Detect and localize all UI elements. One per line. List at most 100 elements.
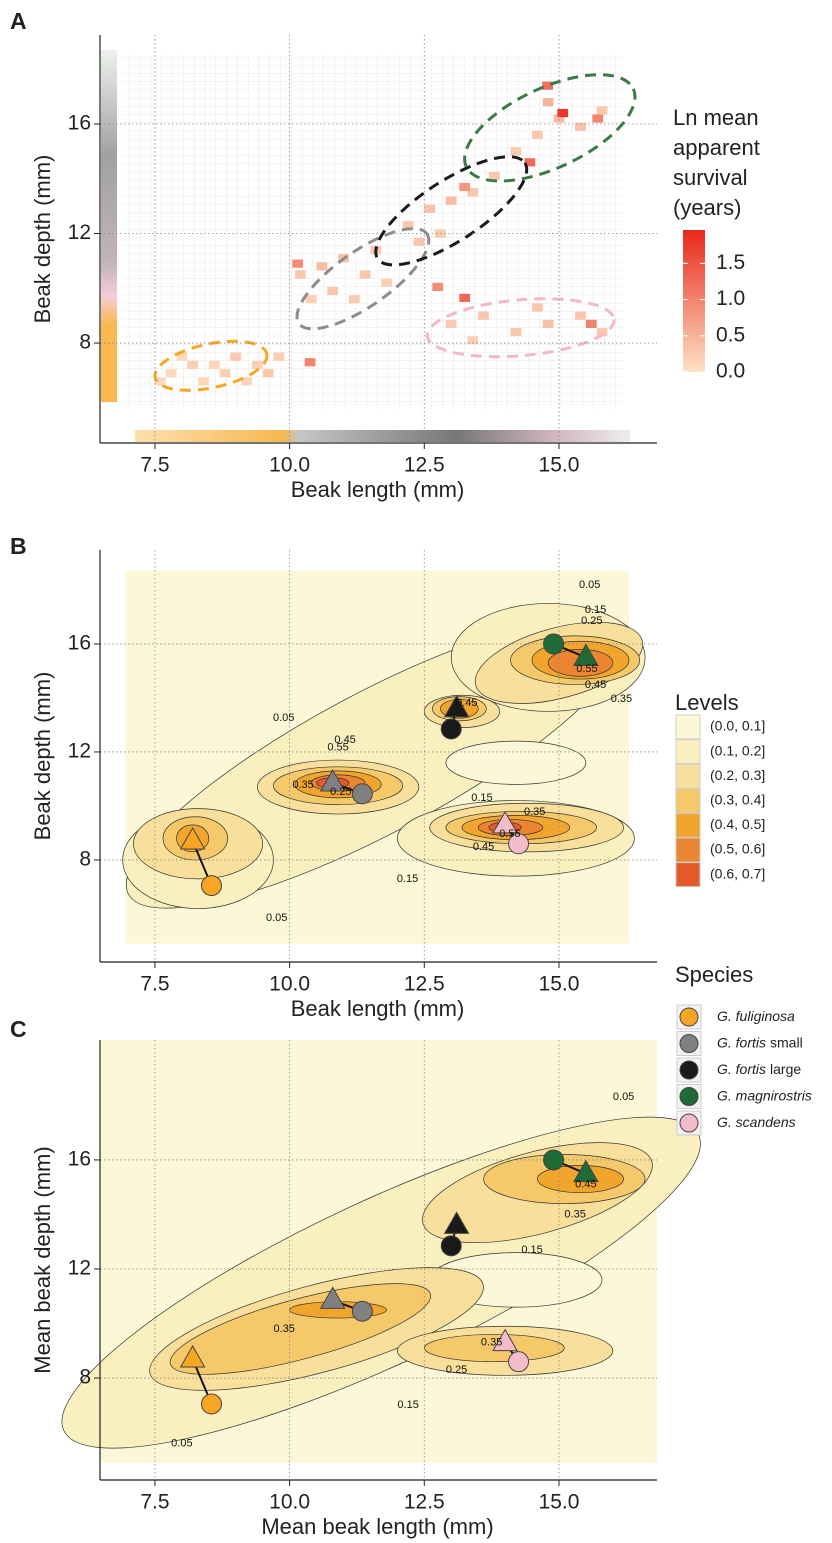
heat-cell <box>524 158 536 167</box>
legend-swatch <box>675 739 701 765</box>
y-tick-label: 16 <box>68 112 91 135</box>
x-axis-title: Beak length (mm) <box>291 477 465 502</box>
heat-cell <box>488 171 500 181</box>
heat-cell <box>305 295 317 304</box>
density-region <box>445 740 587 785</box>
legend-title: Levels <box>675 690 739 715</box>
species-qualifier: large <box>770 1061 801 1077</box>
y-tick-label: 8 <box>79 331 91 354</box>
circle-mean <box>543 633 565 655</box>
heat-cell <box>154 377 166 386</box>
heat-cell <box>542 81 554 90</box>
y-rug <box>101 50 117 402</box>
legend-label: G. fuliginosa <box>717 1008 795 1024</box>
heat-cell <box>557 108 569 118</box>
y-tick-label: 8 <box>79 1366 91 1389</box>
heat-cell <box>176 352 188 361</box>
heat-cell <box>585 319 597 328</box>
colorbar <box>683 230 705 372</box>
legend-title: Species <box>675 962 753 987</box>
heat-cell <box>432 282 444 292</box>
triangle-mean <box>492 810 518 834</box>
triangle-mean <box>179 1344 206 1368</box>
contour-label: 0.45 <box>456 697 477 709</box>
species-ellipse <box>463 73 637 183</box>
contour-label: 0.05 <box>273 712 294 724</box>
legend-marker <box>679 1060 699 1080</box>
contour-label: 0.55 <box>576 663 597 675</box>
heat-cell <box>359 270 371 279</box>
legend-swatch <box>675 763 701 789</box>
contour-label: 0.45 <box>334 734 355 746</box>
contour-label: 0.15 <box>521 1244 542 1256</box>
heat-cell <box>316 262 328 271</box>
legend-swatch <box>675 812 701 838</box>
contour-label: 0.35 <box>274 1323 295 1335</box>
contour-label: 0.25 <box>446 1364 467 1376</box>
x-tick-label: 7.5 <box>140 454 169 477</box>
species-qualifier: small <box>770 1034 803 1050</box>
heat-cell <box>532 303 543 312</box>
legend-label: (0.3, 0.4] <box>710 792 765 808</box>
contour-label: 0.35 <box>524 806 545 818</box>
x-tick-label: 10.0 <box>269 973 310 996</box>
legend-label: (0.5, 0.6] <box>710 841 765 857</box>
species-name: G. fortis <box>717 1061 766 1077</box>
triangle-mean <box>319 1286 346 1309</box>
legend-swatch <box>675 788 701 814</box>
circle-mean <box>351 1300 373 1322</box>
x-rug <box>135 430 630 442</box>
heat-cell <box>198 377 209 386</box>
species-name: G. magnirostris <box>717 1087 812 1103</box>
heat-cell <box>208 360 220 370</box>
legend-marker <box>679 1113 699 1133</box>
contour-label: 0.55 <box>327 741 348 753</box>
heat-cell <box>304 358 316 367</box>
heat-cell <box>262 369 274 378</box>
contour-label: 0.05 <box>613 1091 634 1103</box>
heat-cell <box>592 114 604 123</box>
heat-cell <box>413 237 425 246</box>
legend-label: (0.6, 0.7] <box>710 865 765 881</box>
heat-cell <box>542 319 554 328</box>
heat-cell <box>445 319 457 328</box>
contour-label: 0.15 <box>397 1399 418 1411</box>
heat-cell <box>510 327 522 337</box>
circle-mean <box>543 1149 565 1171</box>
x-tick-label: 7.5 <box>140 1491 169 1514</box>
x-tick-label: 12.5 <box>404 1491 445 1514</box>
contour-label: 0.05 <box>579 579 600 591</box>
heat-cell <box>273 352 285 361</box>
species-ellipse <box>425 297 616 359</box>
contour-label: 0.25 <box>330 786 351 798</box>
species-name: G. scandens <box>717 1114 796 1130</box>
contour-label: 0.15 <box>397 873 418 885</box>
heat-cell <box>402 221 414 230</box>
species-ellipse <box>295 227 431 331</box>
legend-label: (0.0, 0.1] <box>710 718 765 734</box>
y-axis-title: Beak depth (mm) <box>30 672 55 841</box>
species-name: G. fuliginosa <box>717 1008 795 1024</box>
heat-cell <box>348 295 360 304</box>
y-tick-label: 12 <box>68 739 91 762</box>
legend-swatch <box>675 714 701 740</box>
contour-label: 0.05 <box>171 1437 192 1449</box>
triangle-mean <box>443 1211 470 1234</box>
heat-cell <box>510 147 522 156</box>
heat-cell <box>553 114 565 123</box>
heat-cell <box>467 336 479 345</box>
species-ellipse <box>374 155 529 267</box>
legend-label: G. magnirostris <box>717 1087 812 1103</box>
heat-cell <box>478 311 489 320</box>
legend-label: (0.4, 0.5] <box>710 816 765 832</box>
legend-label: G. scandens <box>717 1114 796 1130</box>
x-tick-label: 12.5 <box>404 454 445 477</box>
legend-marker <box>679 1007 699 1027</box>
legend-label: G. fortis small <box>717 1034 803 1050</box>
triangle-mean <box>573 1159 599 1183</box>
y-tick-label: 12 <box>68 1257 91 1280</box>
panel-letter: B <box>10 533 27 559</box>
contour-label: 0.45 <box>575 1178 596 1190</box>
circle-mean <box>351 783 373 805</box>
heat-cell <box>292 259 304 268</box>
